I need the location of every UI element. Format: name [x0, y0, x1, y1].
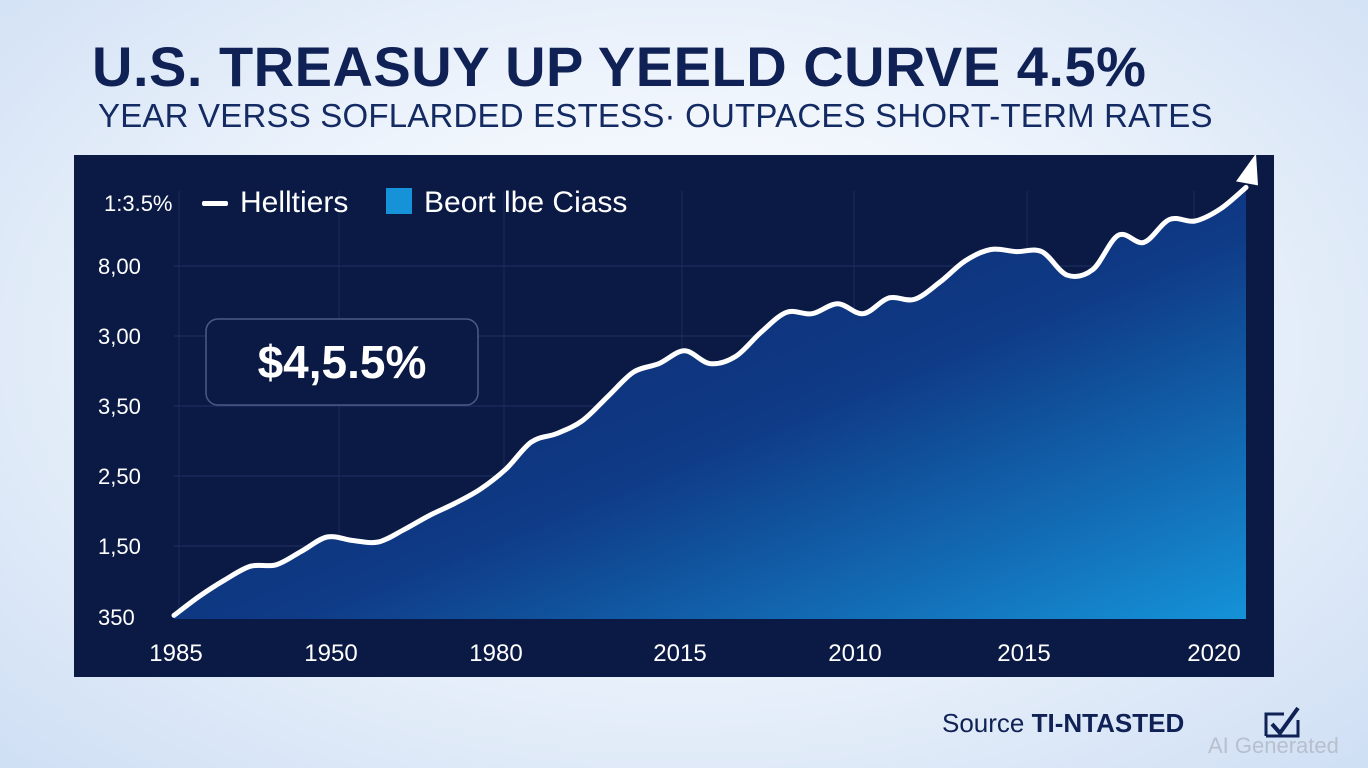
arrow-up-right-icon [1236, 155, 1258, 186]
legend-item-beort-lbe-ciass: Beort lbe Ciass [424, 186, 627, 219]
x-tick-label: 2015 [997, 640, 1050, 667]
x-tick-label: 2015 [653, 640, 706, 667]
x-tick-label: 1980 [469, 640, 522, 667]
source-prefix: Source [942, 708, 1025, 738]
yield-chart: 8,00 3,00 3,50 2,50 1,50 350 1985 1950 1980 2015… [98, 155, 1258, 667]
watermark: AI Generated [1208, 733, 1339, 758]
y-tick-label: 3,50 [98, 394, 141, 419]
y-tick-label: 8,00 [98, 254, 141, 279]
x-axis-ticks: 1985 1950 1980 2015 2010 2015 2020 [149, 640, 1240, 667]
y-tick-label: 3,00 [98, 324, 141, 349]
legend: Helltiers Beort lbe Ciass [202, 186, 627, 219]
x-tick-label: 2020 [1187, 640, 1240, 667]
x-tick-label: 2010 [828, 640, 881, 667]
x-tick-label: 1985 [149, 640, 202, 667]
chart-subtitle: YEAR VERSS SOFLARDED ESTESS· OUTPACES SH… [98, 97, 1213, 134]
chart-title: U.S. TREASUY UP YEELD CURVE 4.5% [92, 35, 1147, 98]
chart-panel: 8,00 3,00 3,50 2,50 1,50 350 1985 1950 1980 2015… [74, 155, 1274, 677]
source-credit: Source TI-NTASTED [942, 708, 1184, 739]
series-line [171, 184, 1249, 618]
y-tick-label: 2,50 [98, 464, 141, 489]
legend-item-helltiers: Helltiers [240, 186, 348, 219]
y-tick-label: 1,50 [98, 534, 141, 559]
y-tick-label: 350 [98, 605, 135, 630]
x-tick-label: 1950 [304, 640, 357, 667]
source-brand: TI-NTASTED [1031, 708, 1185, 738]
callout-value: $4,5.5% [258, 336, 427, 388]
checkmark-square-icon [1264, 706, 1300, 738]
y-axis-ticks: 8,00 3,00 3,50 2,50 1,50 350 [98, 254, 141, 630]
corner-label: 1:3.5% [104, 191, 173, 216]
arrow-head [1236, 155, 1258, 186]
legend-square-marker [386, 188, 412, 214]
legend-line-marker [202, 201, 228, 206]
callout-box: $4,5.5% [205, 318, 479, 406]
